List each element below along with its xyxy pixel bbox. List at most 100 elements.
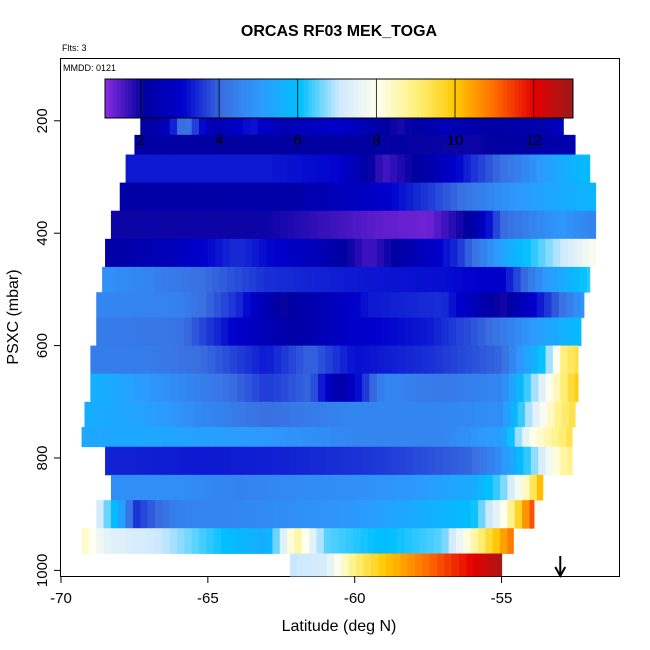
- heatmap-cell: [338, 210, 347, 240]
- heatmap-layer-17: [290, 553, 503, 577]
- heatmap-cell: [589, 238, 597, 268]
- heatmap-cell: [199, 427, 207, 448]
- heatmap-cell: [501, 134, 510, 155]
- colorbar-swatch: [315, 79, 320, 118]
- colorbar-border: [104, 78, 574, 119]
- heatmap-cell: [334, 401, 343, 428]
- heatmap-cell: [457, 373, 466, 403]
- heatmap-cell: [206, 500, 215, 529]
- heatmap-cell: [389, 500, 398, 529]
- heatmap-cell: [119, 373, 128, 403]
- colorbar-swatch: [358, 79, 363, 118]
- heatmap-cell: [450, 238, 459, 268]
- heatmap-cell: [508, 182, 517, 212]
- heatmap-cell: [478, 317, 486, 346]
- heatmap-cell: [251, 345, 260, 375]
- heatmap-cell: [411, 317, 420, 346]
- heatmap-cell: [221, 106, 229, 136]
- heatmap-cell: [156, 446, 165, 476]
- heatmap-cell: [376, 182, 385, 212]
- heatmap-cell: [154, 106, 163, 136]
- heatmap-cell: [560, 373, 569, 403]
- heatmap-cell: [163, 238, 172, 268]
- heatmap-cell: [547, 401, 555, 428]
- heatmap-layer-0: [140, 106, 564, 136]
- colorbar-tick-label: 6: [294, 132, 302, 149]
- heatmap-cell: [248, 266, 257, 293]
- heatmap-cell: [235, 500, 244, 529]
- heatmap-cell: [265, 210, 274, 240]
- heatmap-cell: [472, 238, 481, 268]
- heatmap-cell: [450, 134, 459, 155]
- heatmap-cell: [125, 528, 134, 554]
- heatmap-cell: [316, 210, 325, 240]
- heatmap-cell: [287, 210, 296, 240]
- heatmap-cell: [413, 446, 422, 476]
- heatmap-cell: [536, 474, 544, 501]
- heatmap-cell: [485, 500, 494, 529]
- heatmap-cell: [420, 182, 429, 212]
- heatmap-cell: [127, 182, 136, 212]
- heatmap-cell: [507, 528, 514, 554]
- heatmap-cell: [103, 292, 112, 318]
- heatmap-cell: [169, 292, 178, 318]
- heatmap-cell: [580, 154, 589, 184]
- heatmap-cell: [105, 373, 113, 403]
- heatmap-cell: [375, 474, 384, 501]
- heatmap-cell: [450, 373, 459, 403]
- heatmap-cell: [199, 154, 207, 184]
- heatmap-cell: [391, 345, 400, 375]
- heatmap-cell: [207, 446, 216, 476]
- heatmap-cell: [472, 345, 481, 375]
- heatmap-cell: [353, 317, 362, 346]
- heatmap-cell: [273, 134, 282, 155]
- heatmap-cell: [221, 317, 229, 346]
- heatmap-cell: [586, 266, 591, 293]
- heatmap-cell: [542, 266, 551, 293]
- colorbar-swatch: [553, 79, 558, 118]
- heatmap-cell: [529, 500, 535, 529]
- heatmap-cell: [338, 317, 347, 346]
- heatmap-cell: [492, 317, 501, 346]
- heatmap-cell: [112, 238, 121, 268]
- heatmap-cell: [450, 446, 459, 476]
- heatmap-cell: [250, 474, 259, 501]
- heatmap-cell: [428, 182, 437, 212]
- heatmap-cell: [456, 106, 464, 136]
- heatmap-cell: [191, 106, 200, 136]
- heatmap-cell: [323, 528, 332, 554]
- heatmap-cell: [338, 427, 347, 448]
- heatmap-cell: [573, 154, 582, 184]
- heatmap-cell: [426, 292, 435, 318]
- heatmap-cell: [407, 553, 416, 577]
- heatmap-cell: [397, 474, 406, 501]
- heatmap-cell: [162, 427, 171, 448]
- heatmap-cell: [510, 401, 519, 428]
- heatmap-cell: [206, 292, 215, 318]
- heatmap-cell: [179, 401, 188, 428]
- heatmap-cell: [428, 446, 437, 476]
- heatmap-cell: [281, 134, 290, 155]
- heatmap-cell: [279, 317, 288, 346]
- heatmap-cell: [316, 292, 325, 318]
- heatmap-cell: [375, 317, 384, 346]
- heatmap-cell: [297, 401, 306, 428]
- colorbar-swatch: [350, 79, 356, 118]
- heatmap-cell: [426, 528, 435, 554]
- heatmap-cell: [525, 401, 533, 428]
- heatmap-cell: [375, 528, 384, 554]
- heatmap-cell: [391, 238, 400, 268]
- heatmap-cell: [582, 182, 591, 212]
- heatmap-cell: [177, 427, 185, 448]
- heatmap-cell: [588, 210, 597, 240]
- heatmap-cell: [425, 266, 434, 293]
- heatmap-cell: [391, 373, 400, 403]
- heatmap-cell: [353, 106, 362, 136]
- heatmap-cell: [456, 474, 464, 501]
- heatmap-cell: [529, 292, 538, 318]
- heatmap-cell: [223, 401, 232, 428]
- heatmap-cell: [146, 266, 155, 293]
- heatmap-cell: [213, 427, 222, 448]
- flights-note: Flts: 3: [62, 43, 87, 53]
- heatmap-cell: [207, 373, 216, 403]
